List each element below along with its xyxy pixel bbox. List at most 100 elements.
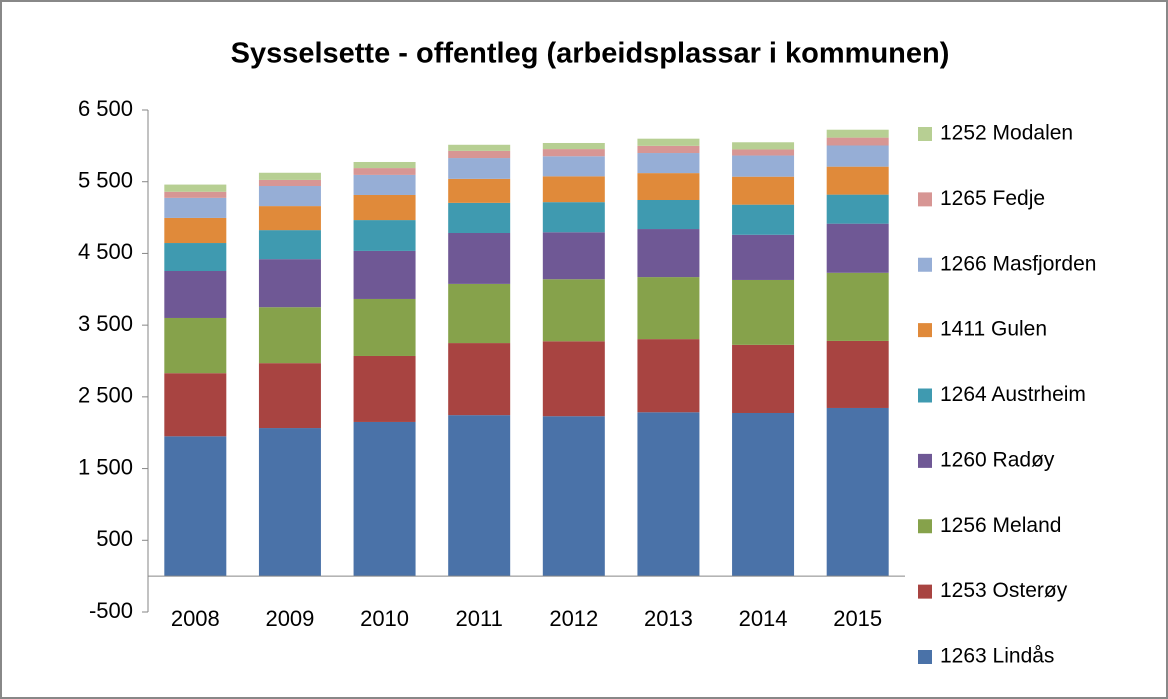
bar-segment (637, 138, 700, 146)
bar-segment (164, 317, 227, 374)
bar-segment (542, 149, 605, 157)
bar-segment (732, 142, 795, 150)
bar-segment (542, 232, 605, 280)
bar-segment (826, 137, 889, 146)
bar-segment (258, 230, 321, 260)
x-tick-label: 2014 (739, 606, 788, 631)
bar-segment (164, 373, 227, 437)
bar-segment (732, 176, 795, 205)
bar-segment (542, 341, 605, 417)
bar-segment (637, 229, 700, 278)
bar-segment (258, 206, 321, 231)
bar-segment (258, 307, 321, 364)
legend-swatch (918, 257, 932, 272)
bar-segment (353, 250, 416, 299)
bar-segment (542, 416, 605, 577)
bar-segment (448, 202, 511, 233)
x-tick-label: 2010 (360, 606, 409, 631)
bar-segment (542, 202, 605, 233)
y-tick-label: 1 500 (78, 454, 133, 479)
legend-swatch (918, 650, 932, 664)
bar-segment (448, 158, 511, 179)
x-tick-label: 2012 (549, 606, 598, 631)
bar-segment (637, 200, 700, 230)
y-tick-label: 4 500 (78, 239, 133, 264)
bar-segment (637, 173, 700, 201)
legend-label: 1263 Lindås (940, 645, 1054, 668)
bar-segment (258, 259, 321, 308)
bar-segment (826, 194, 889, 224)
bar-segment (258, 186, 321, 207)
bar-segment (637, 412, 700, 577)
legend-swatch (918, 388, 932, 403)
legend-label: 1260 Radøy (940, 448, 1055, 471)
bar-segment (258, 172, 321, 180)
y-tick-label: 2 500 (78, 383, 133, 408)
bar-segment (164, 191, 227, 198)
y-tick-label: -500 (89, 598, 133, 623)
bar-segment (826, 145, 889, 167)
bar-segment (353, 421, 416, 577)
bar-segment (353, 298, 416, 356)
bar-segment (258, 428, 321, 577)
bar-segment (258, 363, 321, 429)
bar-segment (542, 142, 605, 150)
x-tick-label: 2009 (265, 606, 314, 631)
bar-segment (448, 343, 511, 416)
x-tick-label: 2015 (833, 606, 882, 631)
bar-segment (448, 144, 511, 151)
bar-segment (164, 217, 227, 244)
bar-segment (448, 415, 511, 577)
bar-segment (637, 153, 700, 174)
legend-swatch (918, 192, 932, 207)
legend-swatch (918, 323, 932, 338)
x-tick-label: 2013 (644, 606, 693, 631)
y-tick-label: 5 500 (78, 168, 133, 193)
bar-segment (258, 179, 321, 187)
bar-segment (637, 277, 700, 340)
bar-segment (732, 234, 795, 280)
bar-segment (732, 204, 795, 235)
y-tick-label: 500 (96, 526, 133, 551)
bar-segment (826, 129, 889, 138)
bar-segment (826, 166, 889, 195)
y-tick-label: 6 500 (78, 96, 133, 121)
legend-swatch (918, 519, 932, 534)
x-tick-label: 2008 (171, 606, 220, 631)
bar-segment (353, 355, 416, 422)
bar-segment (448, 232, 511, 284)
legend-label: 1266 Masfjorden (940, 252, 1096, 275)
bar-segment (353, 168, 416, 175)
bar-segment (164, 197, 227, 218)
bar-segment (353, 161, 416, 169)
bar-segment (637, 145, 700, 154)
bar-segment (164, 436, 227, 577)
bar-segment (164, 184, 227, 192)
bar-segment (826, 223, 889, 273)
legend-label: 1411 Gulen (940, 318, 1047, 341)
x-tick-label: 2011 (456, 606, 503, 631)
legend-label: 1264 Austrheim (940, 383, 1086, 406)
bar-segment (542, 279, 605, 342)
bar-segment (637, 339, 700, 413)
bar-segment (732, 344, 795, 413)
bar-segment (826, 272, 889, 341)
legend-label: 1265 Fedje (940, 187, 1045, 210)
bar-segment (732, 149, 795, 156)
legend-swatch (918, 127, 932, 141)
legend-label: 1252 Modalen (940, 122, 1073, 145)
bar-segment (353, 194, 416, 221)
bar-segment (353, 220, 416, 251)
bar-segment (353, 174, 416, 195)
bar-segment (732, 412, 795, 577)
legend-label: 1256 Meland (940, 514, 1061, 537)
legend-label: 1253 Osterøy (940, 579, 1068, 602)
legend-swatch (918, 453, 932, 468)
bar-segment (542, 176, 605, 203)
y-tick-label: 3 500 (78, 311, 133, 336)
bar-segment (448, 150, 511, 159)
bar-segment (164, 270, 227, 318)
bar-segment (542, 156, 605, 177)
legend-swatch (918, 584, 932, 599)
